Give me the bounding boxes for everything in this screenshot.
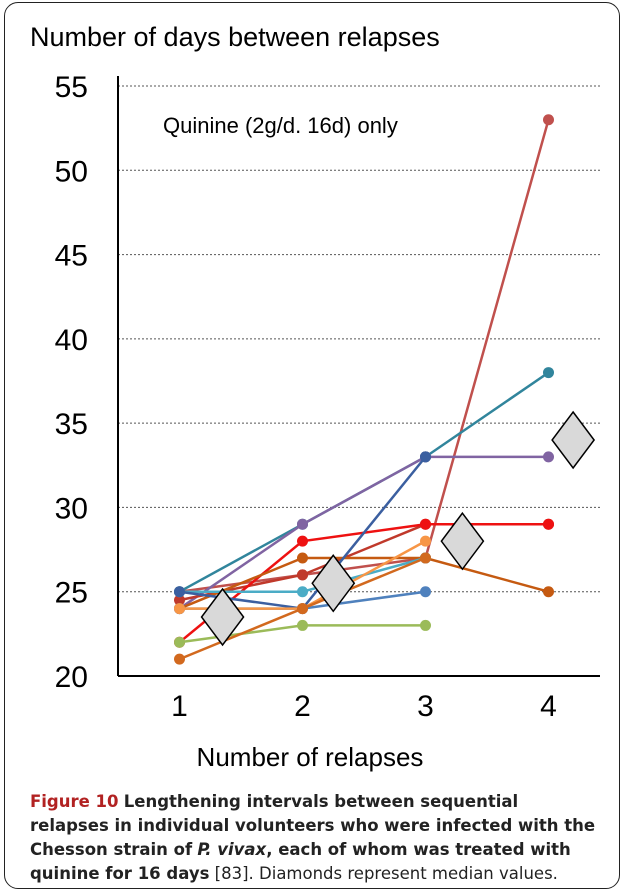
data-point (297, 619, 308, 631)
data-point (297, 569, 308, 581)
x-tick-label: 4 (540, 690, 557, 723)
chart-annotation: Quinine (2g/d. 16d) only (163, 113, 398, 138)
data-point (174, 653, 185, 665)
series-line (179, 556, 549, 610)
median-diamond (200, 587, 245, 647)
figure-frame (4, 2, 620, 889)
data-point (543, 114, 554, 126)
data-point (420, 518, 431, 530)
chart-title: Number of days between relapses (30, 22, 440, 52)
data-point (420, 535, 431, 547)
data-point (420, 451, 431, 463)
y-tick-label: 50 (55, 155, 88, 188)
data-point (297, 518, 308, 530)
data-point (543, 518, 554, 530)
data-point (174, 603, 185, 615)
y-tick-label: 40 (55, 324, 88, 357)
median-diamond (440, 511, 485, 571)
data-point (174, 594, 185, 606)
data-point (174, 586, 185, 598)
data-point (297, 552, 308, 564)
median-diamond (551, 410, 596, 470)
caption-lead: Figure 10 (30, 792, 119, 811)
data-point (297, 603, 308, 615)
y-tick-label: 20 (55, 661, 88, 694)
y-tick-label: 25 (55, 577, 88, 610)
data-point (420, 586, 431, 598)
data-point (420, 552, 431, 564)
median-diamond (311, 554, 356, 613)
x-tick-label: 2 (294, 690, 311, 723)
figure-caption: Figure 10 Lengthening intervals between … (30, 790, 600, 886)
data-point (543, 586, 554, 598)
data-point (420, 619, 431, 631)
caption-reference: [83]. Diamonds represent median values. (214, 864, 558, 883)
series-line (178, 455, 549, 610)
x-tick-label: 1 (171, 690, 188, 723)
data-point (543, 367, 554, 379)
data-point (297, 586, 308, 598)
y-tick-label: 35 (55, 408, 88, 441)
caption-bold-text: Lengthening intervals between sequential… (30, 792, 596, 859)
data-point (174, 636, 185, 648)
y-tick-label: 30 (55, 492, 88, 525)
caption-species: P. vivax (197, 840, 267, 859)
data-point (543, 451, 554, 463)
data-point (297, 535, 308, 547)
caption-bold-text-2: , each of whom was treated with quinine … (30, 840, 571, 883)
y-tick-label: 55 (55, 71, 88, 104)
x-tick-label: 3 (417, 690, 434, 723)
series-line (179, 119, 550, 593)
y-tick-label: 45 (55, 240, 88, 273)
x-axis-label: Number of relapses (197, 742, 424, 772)
